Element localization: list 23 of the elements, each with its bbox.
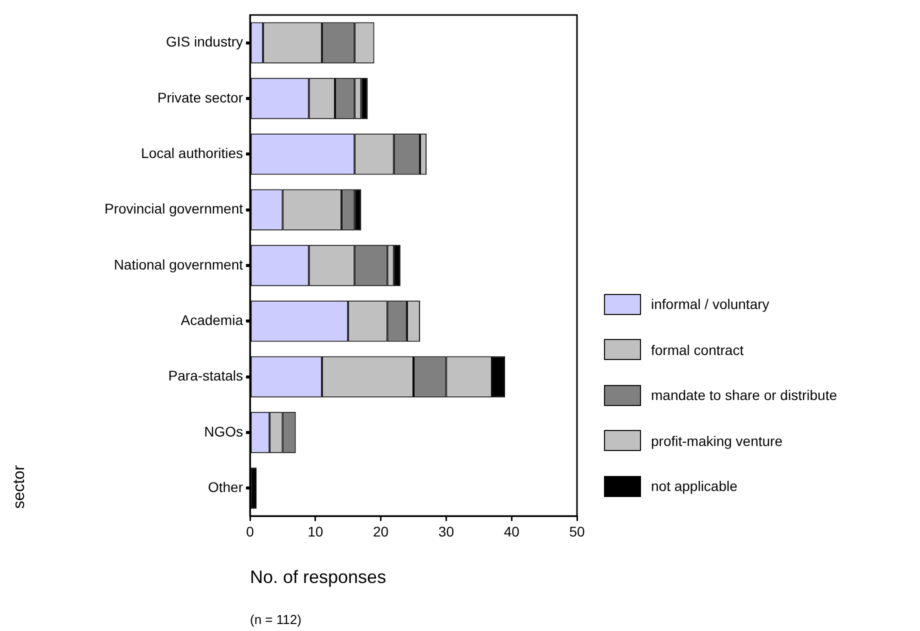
y-axis-title: sector <box>10 465 29 509</box>
y-tick-label: NGOs <box>204 423 243 440</box>
text: (n = 112) <box>250 612 302 627</box>
x-tick-label: 30 <box>438 523 454 540</box>
legend-label: mandate to share or distribute <box>651 387 837 403</box>
legend-label: formal contract <box>651 342 744 358</box>
x-tick-label: 40 <box>504 523 520 540</box>
y-tick-label: Local authorities <box>141 145 243 162</box>
x-tick-label: 0 <box>246 523 254 540</box>
x-axis-title: No. of responses <box>250 567 386 588</box>
y-tick-label: GIS industry <box>166 34 243 50</box>
y-tick-label: National government <box>114 256 244 272</box>
legend-label: not applicable <box>651 478 738 494</box>
y-tick-label: Para-statals <box>168 368 243 384</box>
y-tick-label: Academia <box>180 312 244 328</box>
legend-label: informal / voluntary <box>651 296 770 312</box>
y-tick-label: Private sector <box>157 89 244 106</box>
x-tick-label: 50 <box>569 523 585 540</box>
y-tick-label: Other <box>208 479 244 496</box>
x-tick-label: 10 <box>308 523 324 540</box>
legend-label: profit-making venture <box>651 432 783 448</box>
x-tick-label: 20 <box>373 523 389 540</box>
y-tick-label: Provincial government <box>104 200 244 217</box>
